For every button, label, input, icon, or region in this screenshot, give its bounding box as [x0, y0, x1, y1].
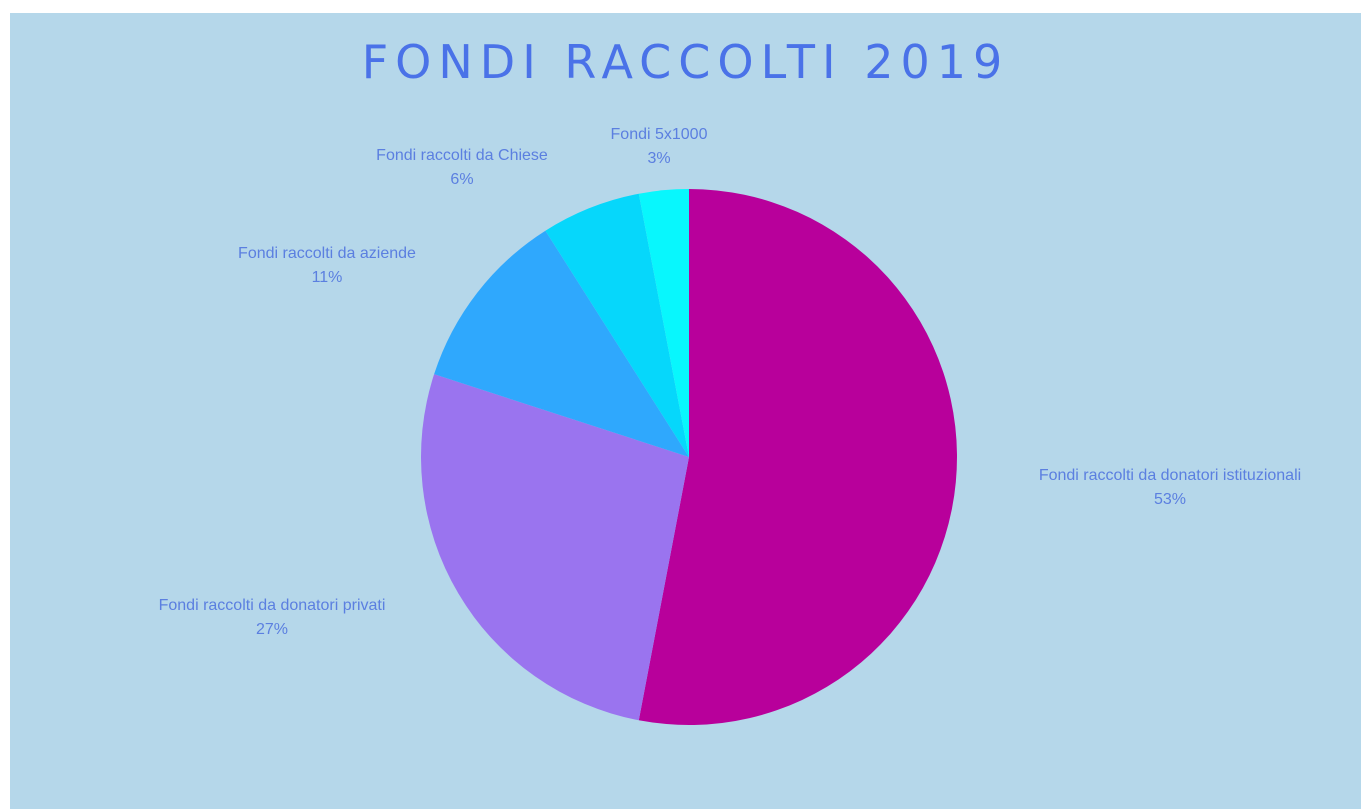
chart-panel: FONDI RACCOLTI 2019 Fondi raccolti da do…	[10, 13, 1361, 809]
slice-label-value: 11%	[311, 269, 343, 286]
pie-slice-donatori-istituzionali	[638, 189, 957, 725]
pie-chart	[421, 189, 957, 725]
pie-slice-aziende	[434, 230, 689, 457]
pie-slice-5x1000	[638, 189, 689, 457]
slice-label-name: Fondi raccolti da donatori privati	[158, 597, 386, 614]
chart-title: FONDI RACCOLTI 2019	[361, 35, 1010, 89]
slice-label-chiese: Fondi raccolti da Chiese 6%	[376, 144, 548, 192]
slice-label-name: Fondi raccolti da donatori istituzionali	[1038, 467, 1302, 484]
pie-slice-chiese	[545, 193, 689, 457]
slice-label-value: 6%	[450, 171, 474, 188]
slice-label-value: 53%	[1153, 491, 1187, 508]
slice-label-value: 27%	[255, 621, 289, 638]
slice-label-name: Fondi raccolti da aziende	[238, 245, 416, 262]
slice-label-name: Fondi 5x1000	[610, 126, 708, 143]
slice-label-aziende: Fondi raccolti da aziende 11%	[238, 242, 416, 290]
pie-slice-donatori-privati	[421, 374, 689, 721]
slice-label-5x1000: Fondi 5x1000 3%	[611, 123, 708, 171]
slice-label-donatori-istituzionali: Fondi raccolti da donatori istituzionali…	[1039, 464, 1301, 512]
slice-label-value: 3%	[647, 150, 671, 167]
slice-label-donatori-privati: Fondi raccolti da donatori privati 27%	[159, 594, 386, 642]
slice-label-name: Fondi raccolti da Chiese	[376, 147, 548, 164]
